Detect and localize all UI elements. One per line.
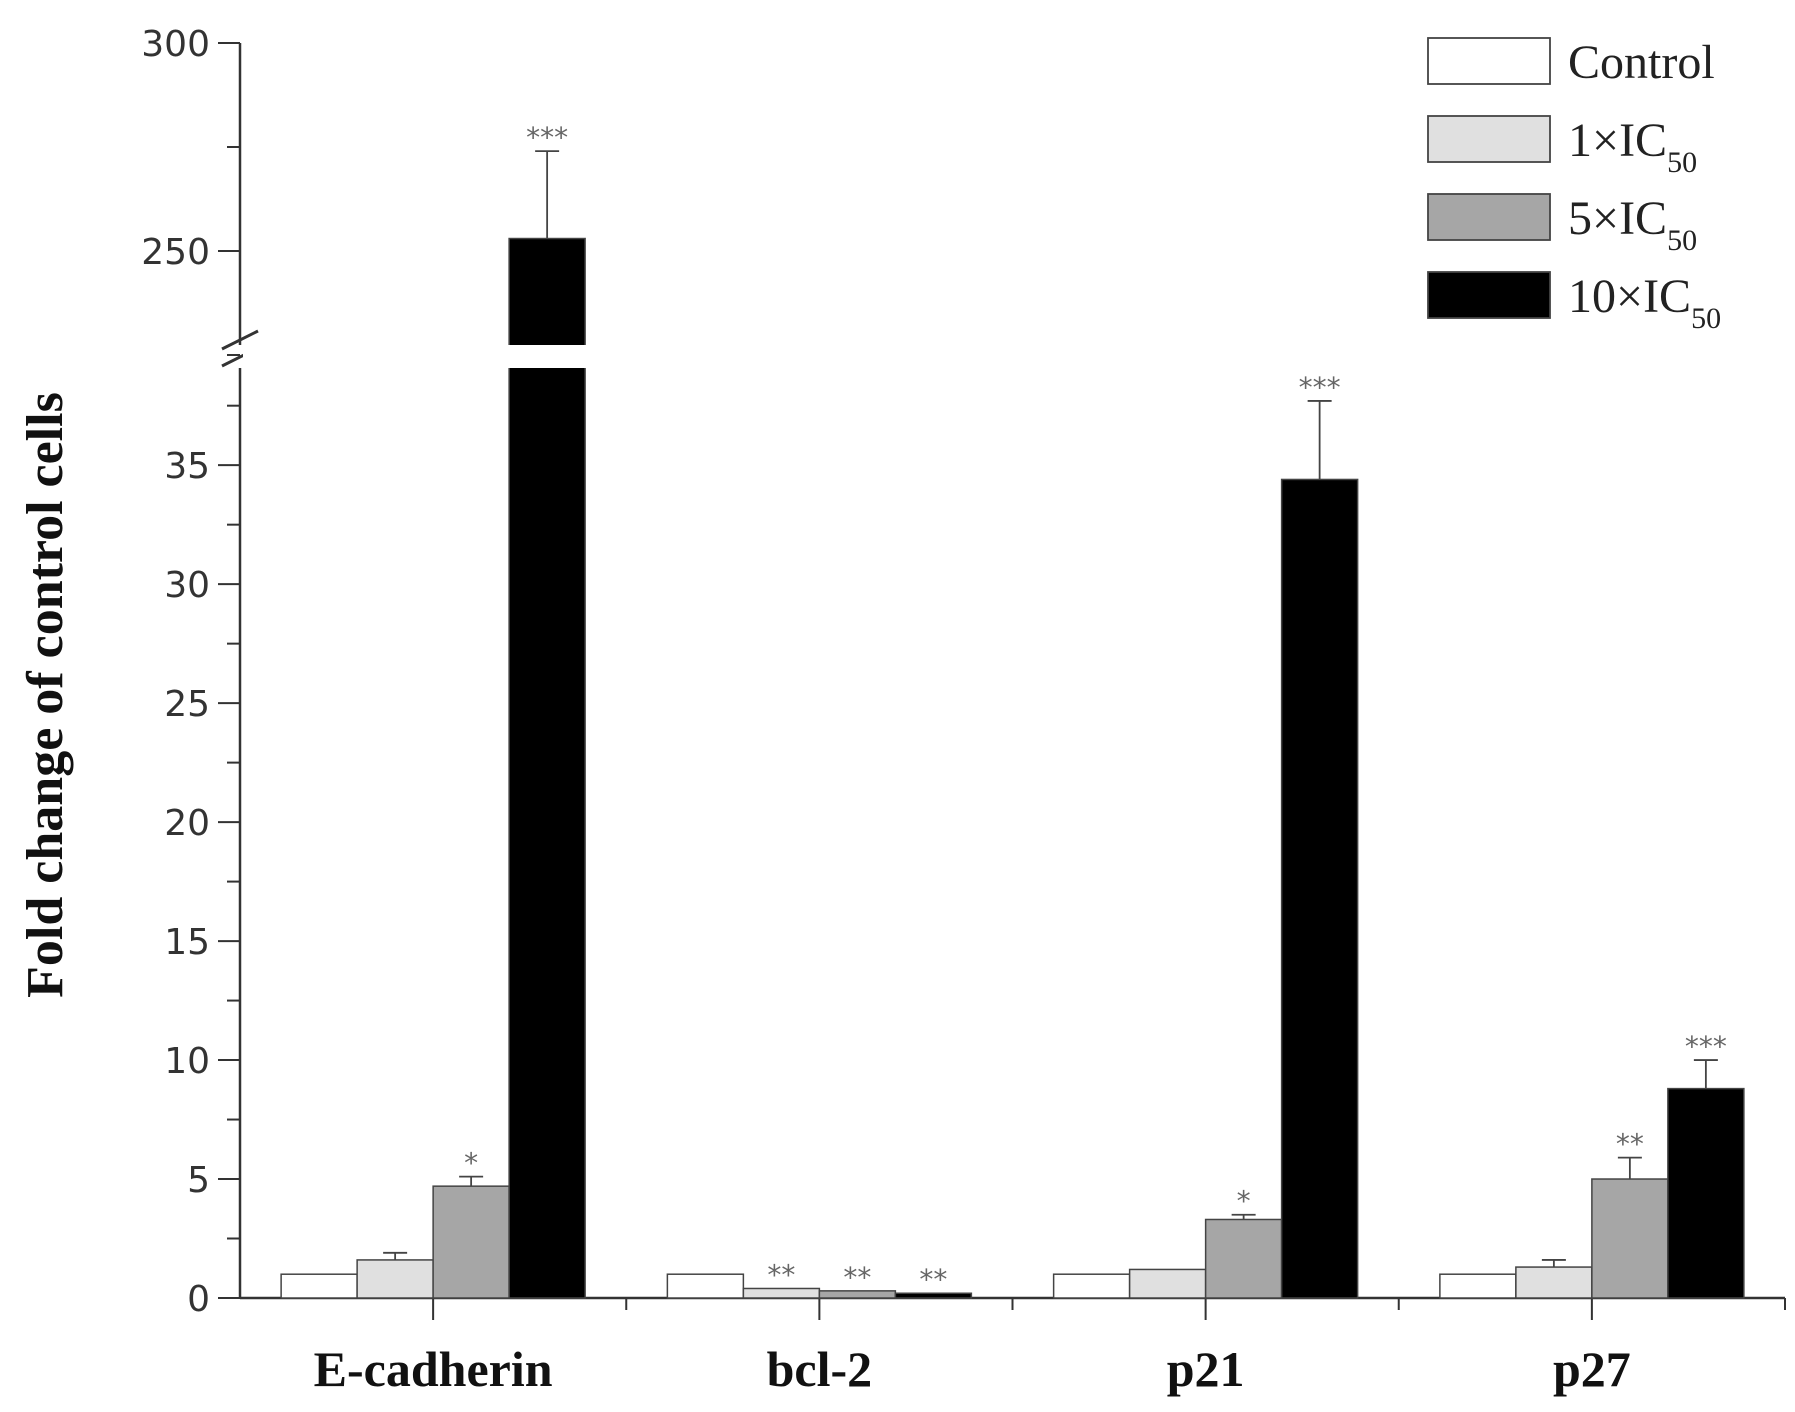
labels: 05101520253035250300E-cadherin****bcl-2*… xyxy=(141,24,1727,1397)
y-tick-label: 5 xyxy=(187,1160,210,1201)
y-tick-label: 300 xyxy=(141,24,210,65)
y-tick-label: 15 xyxy=(164,922,210,963)
significance-label: *** xyxy=(1299,371,1341,404)
bar xyxy=(1667,1087,1745,1299)
legend-swatch xyxy=(1427,37,1551,85)
y-tick-label: 30 xyxy=(164,565,210,606)
bar xyxy=(666,1273,745,1299)
significance-label: *** xyxy=(1685,1030,1727,1063)
bar xyxy=(432,1185,510,1299)
y-tick-label: 20 xyxy=(164,803,210,844)
legend-label: 5×IC50 xyxy=(1568,192,1697,257)
y-axis-title: Fold change of control cells xyxy=(17,392,74,998)
legend-swatch xyxy=(1427,193,1551,241)
legend-swatch xyxy=(1427,115,1551,163)
axis-break-gap xyxy=(243,345,1788,368)
legend-label-subscript: 50 xyxy=(1667,224,1697,257)
x-category-label: p27 xyxy=(1553,1341,1631,1397)
significance-label: ** xyxy=(767,1258,795,1291)
legend-label-subscript: 50 xyxy=(1691,302,1721,335)
y-tick-label: 250 xyxy=(141,232,210,273)
bar xyxy=(894,1292,973,1299)
significance-label: ** xyxy=(1616,1128,1644,1161)
bar xyxy=(356,1259,434,1299)
bar xyxy=(1591,1178,1669,1299)
x-category-label: bcl-2 xyxy=(767,1341,873,1397)
significance-label: * xyxy=(464,1147,478,1180)
bar xyxy=(1052,1273,1131,1299)
x-category-label: E-cadherin xyxy=(314,1341,553,1397)
legend: Control 1×IC50 5×IC50 10×IC50 xyxy=(1427,36,1721,335)
significance-label: * xyxy=(1237,1185,1251,1218)
significance-label: ** xyxy=(919,1263,947,1296)
bars xyxy=(243,150,1788,1299)
bar xyxy=(1128,1268,1207,1299)
bar xyxy=(1439,1273,1517,1299)
significance-label: ** xyxy=(843,1261,871,1294)
y-tick-label: 35 xyxy=(164,446,210,487)
bar xyxy=(1280,478,1359,1299)
bar xyxy=(1515,1266,1593,1299)
significance-label: *** xyxy=(526,121,568,154)
legend-label: 1×IC50 xyxy=(1568,114,1697,179)
y-tick-label: 25 xyxy=(164,684,210,725)
legend-swatch xyxy=(1427,271,1551,319)
bar xyxy=(280,1273,358,1299)
y-tick-label: 10 xyxy=(164,1041,210,1082)
bar xyxy=(1204,1218,1283,1299)
x-category-label: p21 xyxy=(1167,1341,1245,1397)
legend-label: Control xyxy=(1568,36,1715,89)
legend-label-subscript: 50 xyxy=(1667,146,1697,179)
bar xyxy=(508,237,586,1299)
y-tick-label: 0 xyxy=(187,1279,210,1320)
legend-label: 10×IC50 xyxy=(1568,270,1721,335)
axis-break-mark xyxy=(221,329,259,351)
